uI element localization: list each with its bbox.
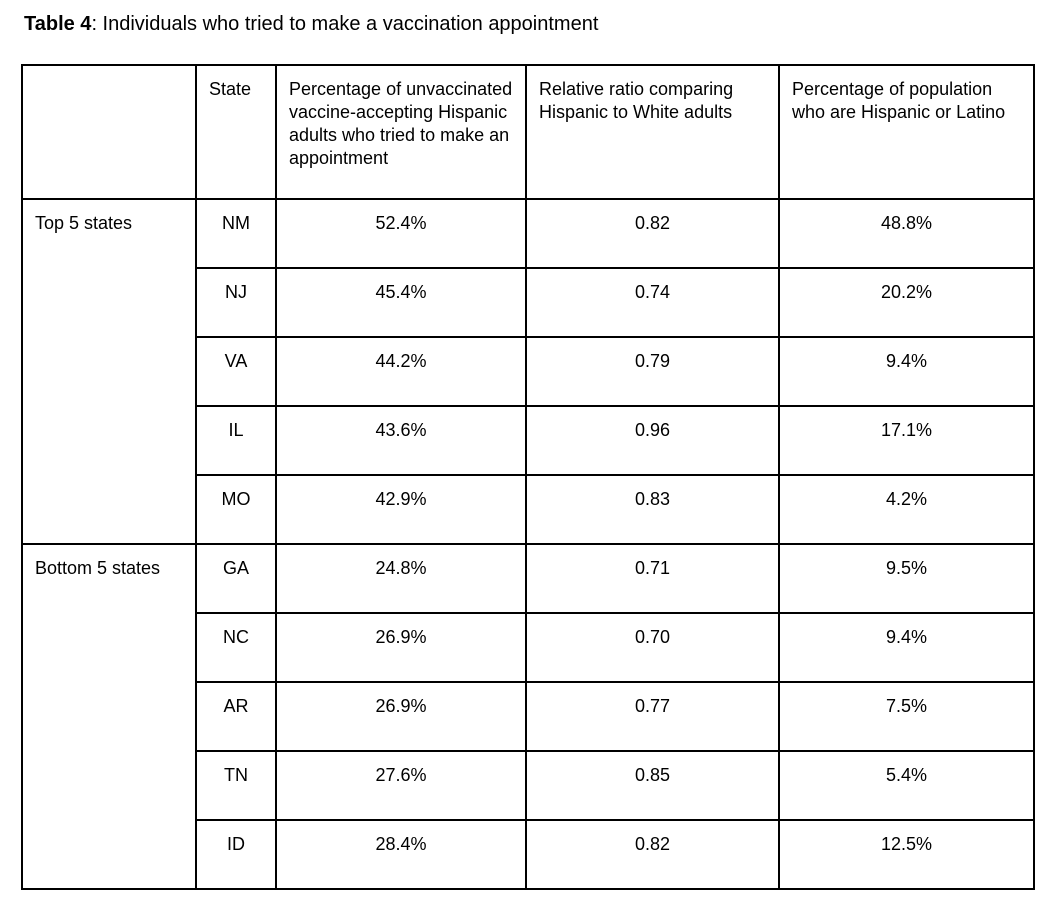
table-row: NJ 45.4% 0.74 20.2% [22, 267, 1035, 338]
state-cell: VA [195, 336, 277, 407]
pct-appointment-cell: 24.8% [275, 543, 527, 614]
pct-population-cell: 5.4% [778, 750, 1035, 821]
group-label-bottom-5-states: Bottom 5 states [21, 543, 197, 890]
pct-population-cell: 4.2% [778, 474, 1035, 545]
table-header-row: State Percentage of unvaccinated vaccine… [21, 64, 1035, 200]
pct-population-cell: 9.5% [778, 543, 1035, 614]
pct-population-cell: 9.4% [778, 612, 1035, 683]
table-row: IL 43.6% 0.96 17.1% [22, 405, 1035, 476]
header-relative-ratio: Relative ratio comparing Hispanic to Whi… [525, 64, 780, 200]
table-row: MO 42.9% 0.83 4.2% [22, 474, 1035, 545]
ratio-cell: 0.83 [525, 474, 780, 545]
table-row: TN 27.6% 0.85 5.4% [22, 750, 1035, 821]
pct-population-cell: 17.1% [778, 405, 1035, 476]
state-cell: AR [195, 681, 277, 752]
header-empty [21, 64, 197, 200]
ratio-cell: 0.71 [525, 543, 780, 614]
pct-appointment-cell: 27.6% [275, 750, 527, 821]
pct-appointment-cell: 43.6% [275, 405, 527, 476]
ratio-cell: 0.70 [525, 612, 780, 683]
ratio-cell: 0.85 [525, 750, 780, 821]
vaccination-appointment-table: State Percentage of unvaccinated vaccine… [21, 64, 1035, 890]
ratio-cell: 0.96 [525, 405, 780, 476]
table-row: ID 28.4% 0.82 12.5% [22, 819, 1035, 890]
pct-appointment-cell: 44.2% [275, 336, 527, 407]
table-row: VA 44.2% 0.79 9.4% [22, 336, 1035, 407]
header-state: State [195, 64, 277, 200]
pct-appointment-cell: 45.4% [275, 267, 527, 338]
state-cell: NC [195, 612, 277, 683]
ratio-cell: 0.82 [525, 198, 780, 269]
table-row: AR 26.9% 0.77 7.5% [22, 681, 1035, 752]
table-caption: Table 4: Individuals who tried to make a… [24, 10, 1064, 38]
pct-population-cell: 48.8% [778, 198, 1035, 269]
ratio-cell: 0.82 [525, 819, 780, 890]
ratio-cell: 0.77 [525, 681, 780, 752]
table-row: Bottom 5 states GA 24.8% 0.71 9.5% [21, 543, 1035, 890]
table-caption-text: : Individuals who tried to make a vaccin… [91, 13, 599, 35]
pct-appointment-cell: 26.9% [275, 681, 527, 752]
table-row: NC 26.9% 0.70 9.4% [22, 612, 1035, 683]
state-cell: NM [195, 198, 277, 269]
table-caption-label: Table 4 [24, 13, 92, 35]
pct-population-cell: 7.5% [778, 681, 1035, 752]
pct-appointment-cell: 42.9% [275, 474, 527, 545]
group-label-top-5-states: Top 5 states [21, 198, 197, 545]
state-cell: GA [195, 543, 277, 614]
pct-appointment-cell: 52.4% [275, 198, 527, 269]
table-row: Top 5 states NM 52.4% 0.82 48.8% [21, 198, 1035, 545]
pct-population-cell: 20.2% [778, 267, 1035, 338]
state-cell: NJ [195, 267, 277, 338]
pct-population-cell: 12.5% [778, 819, 1035, 890]
pct-population-cell: 9.4% [778, 336, 1035, 407]
header-pct-population: Percentage of population who are Hispani… [778, 64, 1035, 200]
ratio-cell: 0.74 [525, 267, 780, 338]
ratio-cell: 0.79 [525, 336, 780, 407]
state-cell: MO [195, 474, 277, 545]
state-cell: ID [195, 819, 277, 890]
document-page: Table 4: Individuals who tried to make a… [21, 10, 1064, 890]
pct-appointment-cell: 26.9% [275, 612, 527, 683]
state-cell: IL [195, 405, 277, 476]
pct-appointment-cell: 28.4% [275, 819, 527, 890]
header-pct-appointment: Percentage of unvaccinated vaccine-accep… [275, 64, 527, 200]
state-cell: TN [195, 750, 277, 821]
